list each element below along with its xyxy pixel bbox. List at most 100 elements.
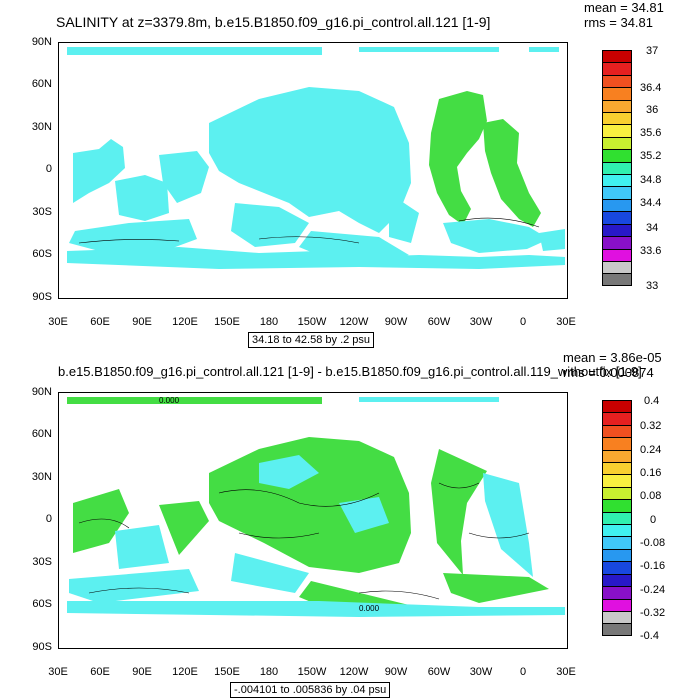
colorbar-swatch (602, 412, 632, 425)
bottom-lon-label-120w: 120W (339, 666, 369, 678)
bottom-legend-label: -0.24 (640, 584, 666, 596)
top-map-svg (67, 47, 565, 269)
top-panel: SALINITY at z=3379.8m, b.e15.B1850.f09_g… (31, 0, 664, 348)
bottom-lon-label-150e: 150E (214, 666, 240, 678)
top-lat-label-60n: 60N (31, 78, 52, 90)
colorbar-swatch (602, 50, 632, 63)
colorbar-swatch (602, 198, 632, 212)
colorbar-swatch (602, 223, 632, 237)
top-lon-label-60e: 60E (90, 316, 110, 328)
colorbar-swatch (602, 598, 632, 611)
top-lat-label-90s: 90S (32, 291, 52, 303)
colorbar-swatch (602, 524, 632, 537)
top-lon-label-30e-end: 30E (556, 316, 576, 328)
top-colorbar (602, 50, 632, 286)
top-range-info: 34.18 to 42.58 by .2 psu (248, 332, 375, 348)
colorbar-swatch (602, 273, 632, 286)
top-legend-label: 33 (646, 280, 659, 292)
colorbar-swatch (602, 511, 632, 525)
bottom-legend-label: -0.08 (640, 537, 666, 549)
colorbar-swatch (602, 260, 632, 274)
top-legend-label: 35.2 (640, 150, 662, 162)
bottom-contour-label: 0.000 (159, 396, 180, 405)
top-legend-label: 35.6 (640, 127, 662, 139)
top-map-plot (58, 42, 568, 299)
colorbar-swatch (602, 548, 632, 562)
bottom-range-info: -.004101 to .005836 by .04 psu (230, 682, 391, 698)
top-map-title: SALINITY at z=3379.8m, b.e15.B1850.f09_g… (56, 14, 491, 30)
top-lat-label-60s: 60S (32, 248, 52, 260)
bottom-lat-label-30n: 30N (31, 471, 52, 483)
colorbar-swatch (602, 161, 632, 175)
bottom-legend-label: 0.08 (640, 490, 662, 502)
top-legend-label: 36 (646, 104, 659, 116)
colorbar-swatch (602, 474, 632, 487)
colorbar-swatch (602, 486, 632, 500)
bottom-lon-label-30e-end: 30E (556, 666, 576, 678)
colorbar-swatch (602, 236, 632, 249)
colorbar-swatch (602, 136, 632, 150)
bottom-legend-label: -0.32 (640, 607, 666, 619)
bottom-lon-label-180: 180 (259, 666, 279, 678)
top-rms-stat: rms = 34.81 (584, 15, 654, 30)
colorbar-swatch (602, 536, 632, 549)
top-lon-label-60w: 60W (427, 316, 451, 328)
bottom-legend-label: -0.4 (640, 630, 659, 642)
colorbar-swatch (602, 248, 632, 261)
colorbar-swatch (602, 211, 632, 224)
bottom-lat-label-90n: 90N (31, 386, 52, 398)
colorbar-swatch (602, 87, 632, 100)
colorbar-swatch (602, 424, 632, 438)
top-lon-label-150e: 150E (214, 316, 240, 328)
bottom-legend-label: -0.16 (640, 560, 666, 572)
colorbar-swatch (602, 499, 632, 512)
bottom-legend-label: 0.16 (640, 467, 662, 479)
bottom-legend-label: 0 (650, 514, 657, 526)
colorbar-swatch (602, 74, 632, 88)
top-lon-label-120w: 120W (339, 316, 369, 328)
bottom-legend-label: 0.4 (644, 395, 660, 407)
bottom-lon-label-120e: 120E (172, 666, 198, 678)
bottom-legend-label: 0.32 (640, 420, 662, 432)
colorbar-swatch (602, 437, 632, 450)
top-lon-label-30e: 30E (48, 316, 68, 328)
top-legend-label: 34 (646, 222, 659, 234)
top-legend-label: 36.4 (640, 82, 662, 94)
bottom-lon-label-30e: 30E (48, 666, 68, 678)
top-lon-label-90w: 90W (384, 316, 408, 328)
top-lat-label-30s: 30S (32, 206, 52, 218)
top-mean-stat: mean = 34.81 (584, 0, 664, 15)
bottom-contour-label: 0.000 (359, 604, 380, 613)
colorbar-swatch (602, 586, 632, 599)
colorbar-swatch (602, 561, 632, 574)
colorbar-swatch (602, 449, 632, 463)
bottom-lon-label-60w: 60W (427, 666, 451, 678)
top-legend-label: 37 (646, 45, 659, 57)
bottom-map-svg: 0.000 0.000 (67, 396, 565, 617)
top-lon-label-90e: 90E (132, 316, 152, 328)
top-lat-label-30n: 30N (31, 121, 52, 133)
bottom-lat-label-30s: 30S (32, 556, 52, 568)
top-legend-label: 33.6 (640, 245, 662, 257)
top-lon-label-30w: 30W (469, 316, 493, 328)
top-lon-label-120e: 120E (172, 316, 198, 328)
bottom-map-plot: 0.000 0.000 (58, 392, 568, 649)
bottom-colorbar (602, 400, 632, 636)
bottom-lat-label-60n: 60N (31, 428, 52, 440)
top-lon-label-180: 180 (259, 316, 279, 328)
top-lon-label-150w: 150W (297, 316, 327, 328)
bottom-lon-label-0: 0 (519, 666, 527, 678)
top-legend-label: 34.4 (640, 197, 662, 209)
bottom-legend-label: 0.24 (640, 444, 662, 456)
top-lat-label-90n: 90N (31, 36, 52, 48)
bottom-lat-label-90s: 90S (32, 641, 52, 653)
colorbar-swatch (602, 124, 632, 137)
colorbar-swatch (602, 573, 632, 587)
bottom-lon-label-60e: 60E (90, 666, 110, 678)
colorbar-swatch (602, 174, 632, 187)
bottom-mean-stat: mean = 3.86e-05 (563, 350, 662, 365)
bottom-rms-stat: rms = 0.000874 (563, 365, 654, 380)
colorbar-swatch (602, 623, 632, 636)
bottom-lon-label-90e: 90E (132, 666, 152, 678)
bottom-lon-label-30w: 30W (469, 666, 493, 678)
